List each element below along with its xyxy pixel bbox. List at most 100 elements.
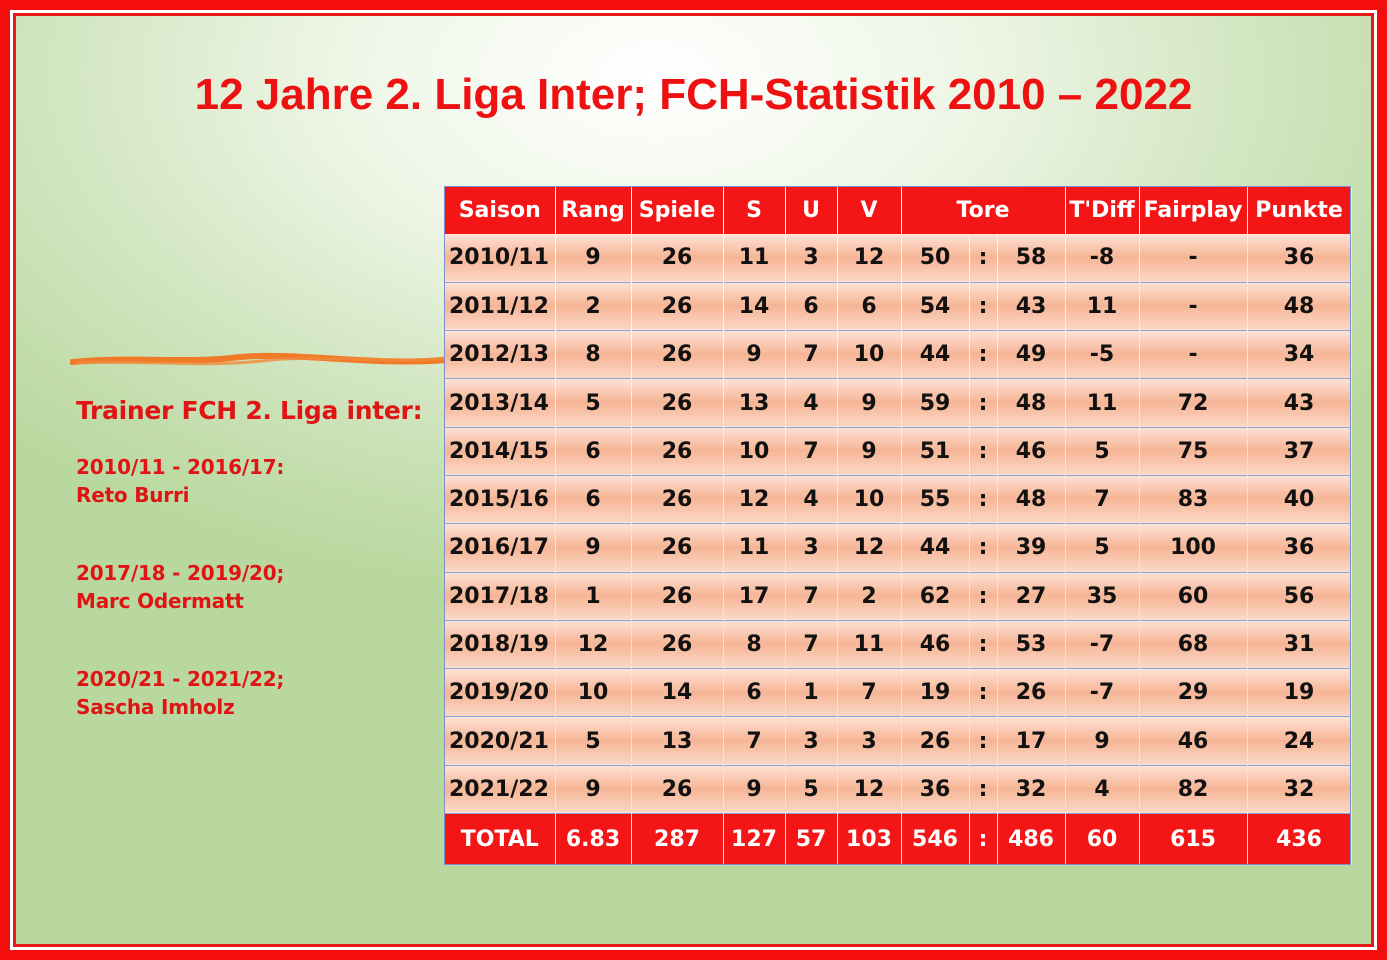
- cell-wins: 11: [723, 523, 786, 573]
- cell-goals-against: 32: [997, 765, 1066, 814]
- cell-goals-separator: :: [969, 234, 998, 283]
- cell-losses: 3: [837, 716, 902, 766]
- cell-fairplay: 75: [1139, 427, 1248, 476]
- cell-points: 31: [1247, 620, 1352, 669]
- cell-goals-for: 44: [901, 330, 970, 379]
- cell-goal-diff: 5: [1065, 523, 1140, 573]
- table-header-row: Saison Rang Spiele S U V Tore T'Diff Fai…: [445, 187, 1352, 234]
- cell-wins: 10: [723, 427, 786, 476]
- cell-points: 24: [1247, 716, 1352, 766]
- table-row: 2019/20 10 14 6 1 7 19:26 -7 29 19: [445, 668, 1352, 717]
- cell-goals-separator: :: [969, 330, 998, 379]
- cell-draws: 6: [785, 282, 838, 331]
- cell-wins: 11: [723, 234, 786, 283]
- cell-games: 14: [631, 668, 724, 717]
- cell-games: 26: [631, 523, 724, 573]
- cell-losses: 9: [837, 427, 902, 476]
- cell-season: 2014/15: [445, 427, 556, 476]
- cell-goals-against: 58: [997, 234, 1066, 283]
- col-header-spiele: Spiele: [631, 187, 724, 234]
- total-cell-rank: 6.83: [555, 813, 632, 865]
- cell-games: 26: [631, 282, 724, 331]
- cell-losses: 10: [837, 330, 902, 379]
- cell-goal-diff: -5: [1065, 330, 1140, 379]
- cell-points: 34: [1247, 330, 1352, 379]
- col-header-tore: Tore: [901, 187, 1066, 234]
- cell-season: 2013/14: [445, 378, 556, 428]
- cell-goals-separator: :: [969, 378, 998, 428]
- cell-goal-diff: 9: [1065, 716, 1140, 766]
- cell-goals-separator: :: [969, 716, 998, 766]
- cell-draws: 7: [785, 572, 838, 621]
- cell-goals-for: 36: [901, 765, 970, 814]
- cell-goals-against: 53: [997, 620, 1066, 669]
- cell-goals-separator: :: [969, 765, 998, 814]
- table-row: 2013/14 5 26 13 4 9 59:48 11 72 43: [445, 378, 1352, 428]
- cell-games: 26: [631, 330, 724, 379]
- cell-draws: 7: [785, 330, 838, 379]
- cell-season: 2012/13: [445, 330, 556, 379]
- cell-goals-for: 26: [901, 716, 970, 766]
- cell-rank: 2: [555, 282, 632, 331]
- trainer-period: 2010/11 - 2016/17:: [76, 455, 285, 479]
- trainer-period: 2020/21 - 2021/22;: [76, 667, 285, 691]
- cell-goals-for: 19: [901, 668, 970, 717]
- total-cell-season: TOTAL: [445, 813, 556, 865]
- table-row: 2017/18 1 26 17 7 2 62:27 35 60 56: [445, 572, 1352, 621]
- cell-draws: 4: [785, 378, 838, 428]
- table-row: 2021/22 9 26 9 5 12 36:32 4 82 32: [445, 765, 1352, 814]
- cell-goal-diff: 4: [1065, 765, 1140, 814]
- cell-wins: 7: [723, 716, 786, 766]
- cell-goals-for: 54: [901, 282, 970, 331]
- cell-losses: 10: [837, 475, 902, 524]
- total-cell-losses: 103: [837, 813, 902, 865]
- col-header-fairplay: Fairplay: [1139, 187, 1248, 234]
- cell-games: 26: [631, 427, 724, 476]
- cell-losses: 9: [837, 378, 902, 428]
- cell-season: 2010/11: [445, 234, 556, 283]
- col-header-s: S: [723, 187, 786, 234]
- trainer-period: 2017/18 - 2019/20;: [76, 561, 285, 585]
- table-row: 2018/19 12 26 8 7 11 46:53 -7 68 31: [445, 620, 1352, 669]
- cell-goals-against: 46: [997, 427, 1066, 476]
- cell-draws: 3: [785, 523, 838, 573]
- cell-rank: 5: [555, 378, 632, 428]
- cell-goals-against: 49: [997, 330, 1066, 379]
- cell-fairplay: -: [1139, 282, 1248, 331]
- cell-points: 37: [1247, 427, 1352, 476]
- trainer-heading: Trainer FCH 2. Liga inter:: [76, 396, 423, 425]
- cell-fairplay: 82: [1139, 765, 1248, 814]
- cell-season: 2011/12: [445, 282, 556, 331]
- cell-goals-against: 26: [997, 668, 1066, 717]
- cell-wins: 8: [723, 620, 786, 669]
- cell-draws: 1: [785, 668, 838, 717]
- total-cell-goals-for: 546: [901, 813, 970, 865]
- cell-wins: 17: [723, 572, 786, 621]
- cell-goals-separator: :: [969, 572, 998, 621]
- cell-season: 2016/17: [445, 523, 556, 573]
- cell-rank: 10: [555, 668, 632, 717]
- cell-points: 56: [1247, 572, 1352, 621]
- cell-fairplay: 100: [1139, 523, 1248, 573]
- table-row: 2015/16 6 26 12 4 10 55:48 7 83 40: [445, 475, 1352, 524]
- cell-draws: 3: [785, 234, 838, 283]
- cell-goal-diff: 35: [1065, 572, 1140, 621]
- cell-wins: 9: [723, 765, 786, 814]
- total-cell-points: 436: [1247, 813, 1352, 865]
- cell-games: 26: [631, 620, 724, 669]
- cell-goals-for: 46: [901, 620, 970, 669]
- cell-goal-diff: 11: [1065, 378, 1140, 428]
- cell-goals-against: 48: [997, 378, 1066, 428]
- cell-games: 26: [631, 475, 724, 524]
- total-cell-goal-diff: 60: [1065, 813, 1140, 865]
- cell-losses: 12: [837, 523, 902, 573]
- decorative-swoosh: [70, 352, 450, 366]
- total-cell-goals-separator: :: [969, 813, 998, 865]
- cell-rank: 9: [555, 523, 632, 573]
- col-header-rang: Rang: [555, 187, 632, 234]
- cell-wins: 6: [723, 668, 786, 717]
- cell-fairplay: 72: [1139, 378, 1248, 428]
- cell-losses: 12: [837, 234, 902, 283]
- cell-wins: 13: [723, 378, 786, 428]
- cell-games: 26: [631, 765, 724, 814]
